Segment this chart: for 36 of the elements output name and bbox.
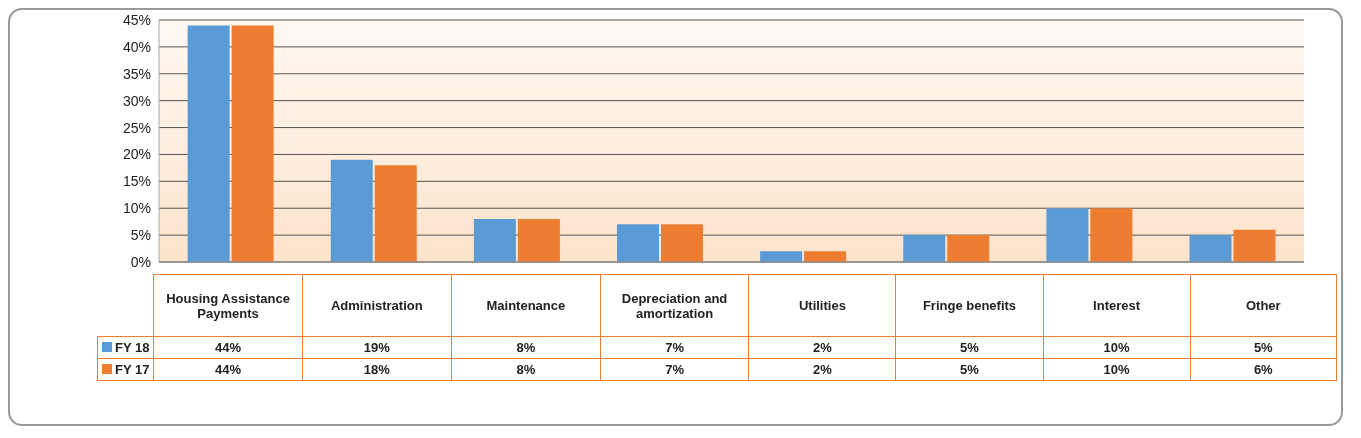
x-tick-label: Interest: [1043, 274, 1191, 337]
y-tick-label: 40%: [122, 38, 151, 55]
data-label: 10%: [1043, 336, 1191, 359]
data-label: 44%: [153, 358, 303, 381]
data-label: 10%: [1043, 358, 1191, 381]
x-tick-label: Administration: [302, 274, 452, 337]
data-label: 2%: [748, 358, 896, 381]
y-tick-label: 45%: [122, 11, 151, 28]
x-tick-label: Other: [1190, 274, 1337, 337]
y-tick-label: 15%: [122, 173, 151, 190]
data-label: 8%: [451, 336, 601, 359]
x-tick-label: Housing Assistance Payments: [153, 274, 303, 337]
legend-label: FY 18: [97, 336, 154, 359]
x-tick-label: Maintenance: [451, 274, 601, 337]
y-tick-label: 30%: [122, 92, 151, 109]
y-tick-label: 35%: [122, 65, 151, 82]
x-tick-label: Depreciation and amortization: [600, 274, 749, 337]
y-tick-label: 25%: [122, 119, 151, 136]
data-label: 7%: [600, 358, 749, 381]
data-label: 2%: [748, 336, 896, 359]
data-label: 19%: [302, 336, 452, 359]
y-tick-label: 10%: [122, 200, 151, 217]
y-tick-label: 0%: [130, 253, 151, 270]
data-label: 8%: [451, 358, 601, 381]
data-label: 5%: [1190, 336, 1337, 359]
data-label: 5%: [895, 358, 1044, 381]
data-label: 5%: [895, 336, 1044, 359]
data-label: 7%: [600, 336, 749, 359]
legend-label: FY 17: [97, 358, 154, 381]
y-tick-label: 5%: [130, 227, 151, 244]
y-tick-label: 20%: [122, 146, 151, 163]
x-tick-label: Fringe benefits: [895, 274, 1044, 337]
data-label: 6%: [1190, 358, 1337, 381]
x-tick-label: Utilities: [748, 274, 896, 337]
data-label: 44%: [153, 336, 303, 359]
data-label: 18%: [302, 358, 452, 381]
